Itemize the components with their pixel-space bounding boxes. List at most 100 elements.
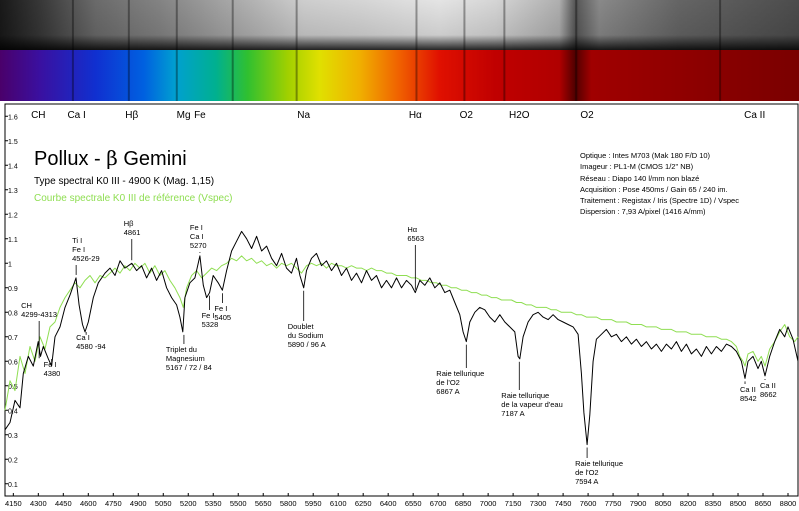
x-tick-label: 5500 (230, 499, 247, 508)
x-tick-label: 7600 (580, 499, 597, 508)
annotation-text: 8542 (740, 394, 757, 403)
absorption-line (175, 0, 178, 101)
annotation-text: Magnesium (166, 354, 205, 363)
y-tick-label: 1.4 (8, 163, 18, 170)
spectrum-absorption-lines (71, 0, 722, 101)
annotation-text: Ti I (72, 236, 82, 245)
x-tick-label: 6550 (405, 499, 422, 508)
x-tick-label: 8650 (755, 499, 772, 508)
y-tick-label: 1.3 (8, 188, 18, 195)
y-tick-label: 0.7 (8, 335, 18, 342)
annotation-text: Ca I (76, 333, 90, 342)
annotation-text: Triplet du (166, 345, 197, 354)
annotation-text: 7594 A (575, 477, 598, 486)
x-tick-label: 6250 (355, 499, 372, 508)
y-tick-label: 0.2 (8, 457, 18, 464)
x-tick-label: 6100 (330, 499, 347, 508)
y-tick-label: 1 (8, 261, 12, 268)
annotation-text: Ca I (190, 232, 204, 241)
x-tick-label: 8800 (780, 499, 797, 508)
series-line (4, 230, 799, 446)
absorption-line (127, 0, 130, 101)
annotation-text: Fe I (44, 360, 57, 369)
y-tick-label: 1.1 (8, 237, 18, 244)
x-tick-label: 4150 (5, 499, 22, 508)
y-tick-label: 0.6 (8, 359, 18, 366)
annotation-text: 5405 (214, 313, 231, 322)
absorption-line (415, 0, 418, 101)
x-tick-label: 4300 (30, 499, 47, 508)
annotation-text: Fe I (202, 311, 215, 320)
x-tick-label: 4900 (130, 499, 147, 508)
x-tick-label: 6850 (455, 499, 472, 508)
x-tick-label: 5650 (255, 499, 272, 508)
series-line (4, 255, 799, 411)
annotation-text: du Sodium (288, 331, 324, 340)
info-line: Imageur : PL1-M (CMOS 1/2" NB) (580, 162, 694, 172)
x-tick-label: 6400 (380, 499, 397, 508)
x-tick-label: 5950 (305, 499, 322, 508)
annotation-text: 4380 (44, 369, 61, 378)
x-tick-label: 7000 (480, 499, 497, 508)
info-line: Optique : Intes M703 (Mak 180 F/D 10) (580, 151, 711, 160)
top-line-label: H2O (509, 110, 530, 121)
spectrum-strips (0, 0, 799, 101)
x-tick-label: 7750 (605, 499, 622, 508)
annotation-text: 7187 A (501, 409, 524, 418)
annotation-text: 4861 (124, 228, 141, 237)
annotation-text: Fe I (190, 223, 203, 232)
annotation-text: Fe I (72, 245, 85, 254)
title-prefix: Pollux - (34, 148, 107, 170)
x-tick-label: 4750 (105, 499, 122, 508)
top-line-label: Hβ (125, 110, 138, 121)
y-tick-label: 1.6 (8, 114, 18, 121)
annotation-text: 5328 (202, 320, 219, 329)
annotation-text: Raie tellurique (501, 391, 549, 400)
top-line-label: Ca II (744, 110, 765, 121)
top-line-label: O2 (460, 110, 474, 121)
x-tick-label: 8050 (655, 499, 672, 508)
annotation-text: 4526-29 (72, 254, 100, 263)
annotation-text: de la vapeur d'eau (501, 400, 562, 409)
annotation-text: Hβ (124, 219, 134, 228)
annotation-text: de l'O2 (436, 378, 460, 387)
y-tick-label: 0.9 (8, 286, 18, 293)
info-line: Acquisition : Pose 450ms / Gain 65 / 240… (580, 184, 728, 194)
x-tick-label: 8500 (730, 499, 747, 508)
y-tick-label: 1.2 (8, 212, 18, 219)
plot-frame (4, 103, 799, 497)
x-tick-label: 7450 (555, 499, 572, 508)
y-tick-label: 0.8 (8, 310, 18, 317)
annotation-text: 5167 / 72 / 84 (166, 363, 212, 372)
annotation-text: Ca II (760, 381, 776, 390)
x-tick-label: 5350 (205, 499, 222, 508)
reference-legend: Courbe spectrale K0 III de référence (Vs… (34, 193, 233, 204)
annotation-text: 4299-4313 (21, 310, 57, 319)
annotation-text: 8662 (760, 390, 777, 399)
top-line-label: Mg (177, 110, 191, 121)
annotation-text: Doublet (288, 322, 315, 331)
x-tick-label: 7300 (530, 499, 547, 508)
absorption-line (503, 0, 506, 101)
absorption-line (231, 0, 234, 101)
absorption-line (575, 0, 578, 101)
x-tick-label: 8200 (680, 499, 697, 508)
x-tick-label: 4600 (80, 499, 97, 508)
annotation-text: Hα (407, 225, 417, 234)
chart-subtitle: Type spectral K0 III - 4900 K (Mag. 1,15… (34, 176, 215, 187)
y-tick-label: 1.5 (8, 139, 18, 146)
